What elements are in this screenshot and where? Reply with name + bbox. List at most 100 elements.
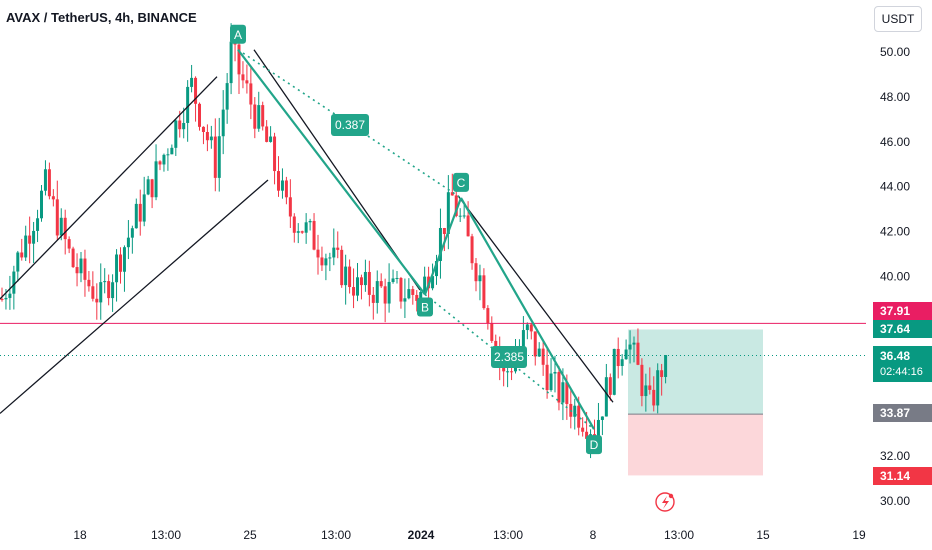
candle-body bbox=[186, 86, 190, 123]
price-axis[interactable]: 50.00 48.00 46.00 44.00 42.00 40.00 32.00 30.00 bbox=[866, 0, 932, 520]
candle-body bbox=[138, 203, 142, 222]
candle-body bbox=[652, 389, 656, 406]
time-tick-label: 19 bbox=[852, 528, 866, 542]
candle-body bbox=[182, 122, 186, 130]
point-label-box bbox=[586, 435, 602, 455]
candle-body bbox=[541, 348, 545, 365]
candle-body bbox=[67, 239, 71, 249]
candle-body bbox=[249, 83, 253, 105]
candle-body bbox=[103, 281, 107, 283]
candle-body bbox=[280, 180, 284, 191]
candle-body bbox=[107, 281, 111, 299]
candle-body bbox=[126, 237, 130, 248]
candle-body bbox=[553, 372, 557, 374]
candle-body bbox=[561, 382, 565, 403]
price-tick-label: 50.00 bbox=[880, 45, 910, 59]
candle-body bbox=[312, 220, 316, 250]
candle-body bbox=[431, 276, 435, 289]
candle-body bbox=[474, 263, 478, 282]
currency-button[interactable]: USDT bbox=[874, 6, 922, 32]
down-trendline-2 bbox=[457, 195, 614, 403]
point-label-b: B bbox=[421, 300, 429, 314]
candle-body bbox=[506, 371, 510, 373]
candle-body bbox=[146, 179, 150, 195]
candle-body bbox=[40, 190, 43, 219]
price-tick-label: 44.00 bbox=[880, 180, 910, 194]
candle-body bbox=[237, 44, 241, 75]
channel-lower-line bbox=[0, 179, 269, 414]
candle-body bbox=[99, 282, 103, 303]
profit-zone[interactable] bbox=[628, 329, 763, 415]
current-price: 36.48 bbox=[880, 349, 911, 363]
current-price-label: 36.48 02:44:16 bbox=[873, 346, 932, 382]
candle-body bbox=[213, 136, 217, 178]
candle-body bbox=[632, 342, 636, 345]
candle-body bbox=[545, 364, 549, 391]
plot-background bbox=[0, 0, 866, 520]
candle-body bbox=[533, 331, 537, 357]
drawings[interactable]: A B C D 0.387 2.385 bbox=[0, 24, 866, 455]
candle-body bbox=[656, 370, 660, 406]
candle-body bbox=[565, 382, 569, 404]
candle-body bbox=[442, 227, 446, 235]
candle-body bbox=[336, 247, 340, 250]
candle-body bbox=[462, 215, 466, 217]
candle-body bbox=[616, 348, 620, 367]
candle-body bbox=[221, 109, 225, 137]
candle-body bbox=[537, 348, 541, 357]
long-position-zones[interactable] bbox=[628, 329, 763, 476]
candle-body bbox=[356, 277, 359, 296]
candle-body bbox=[166, 154, 170, 156]
point-label-box bbox=[230, 24, 246, 44]
price-tick-label: 40.00 bbox=[880, 270, 910, 284]
candle-body bbox=[59, 217, 63, 236]
candle-body bbox=[95, 298, 99, 303]
candle-body bbox=[612, 348, 616, 395]
price-tick-label: 30.00 bbox=[880, 494, 910, 508]
loss-zone[interactable] bbox=[628, 414, 763, 476]
candle-body bbox=[348, 266, 352, 288]
point-label-c: C bbox=[457, 176, 466, 190]
candle-body bbox=[55, 199, 59, 236]
flash-icon[interactable] bbox=[655, 492, 675, 512]
price-tick-label: 42.00 bbox=[880, 225, 910, 239]
candle-body bbox=[399, 277, 403, 302]
candle-body bbox=[253, 104, 257, 129]
time-axis[interactable]: 18 13:00 25 13:00 2024 13:00 8 13:00 15 19 bbox=[73, 528, 866, 542]
level-price-label: 37.91 bbox=[873, 302, 932, 320]
candle-body bbox=[423, 276, 427, 292]
ratio-label: 0.387 bbox=[335, 118, 365, 132]
candle-body bbox=[395, 277, 399, 279]
candle-body bbox=[494, 340, 498, 347]
candle-body bbox=[257, 105, 261, 129]
candle-body bbox=[577, 405, 581, 428]
candle-body bbox=[328, 257, 332, 259]
candle-body bbox=[178, 120, 182, 130]
candle-body bbox=[190, 77, 194, 87]
candle-body bbox=[245, 80, 249, 84]
candle-body bbox=[16, 252, 20, 272]
candle-body bbox=[194, 77, 198, 104]
candle-body bbox=[375, 281, 379, 303]
time-tick-label: 15 bbox=[756, 528, 770, 542]
candle-body bbox=[332, 247, 336, 258]
pattern-leg bbox=[423, 197, 463, 295]
candle-body bbox=[83, 258, 87, 280]
candle-body bbox=[205, 132, 209, 141]
candle-body bbox=[300, 231, 304, 233]
point-label-d: D bbox=[590, 438, 599, 452]
candle-body bbox=[24, 235, 28, 258]
candle-body bbox=[79, 258, 83, 274]
candle-body bbox=[640, 364, 644, 397]
candle-body bbox=[521, 330, 525, 348]
price-tick-label: 46.00 bbox=[880, 135, 910, 149]
candle-body bbox=[470, 236, 474, 264]
candle-body bbox=[628, 344, 632, 350]
pattern-leg bbox=[460, 197, 595, 430]
ratio-label-box bbox=[331, 114, 369, 136]
candle-body bbox=[51, 196, 55, 200]
candle-body bbox=[308, 220, 312, 223]
candle-body bbox=[529, 324, 533, 332]
candle-body bbox=[581, 427, 585, 432]
